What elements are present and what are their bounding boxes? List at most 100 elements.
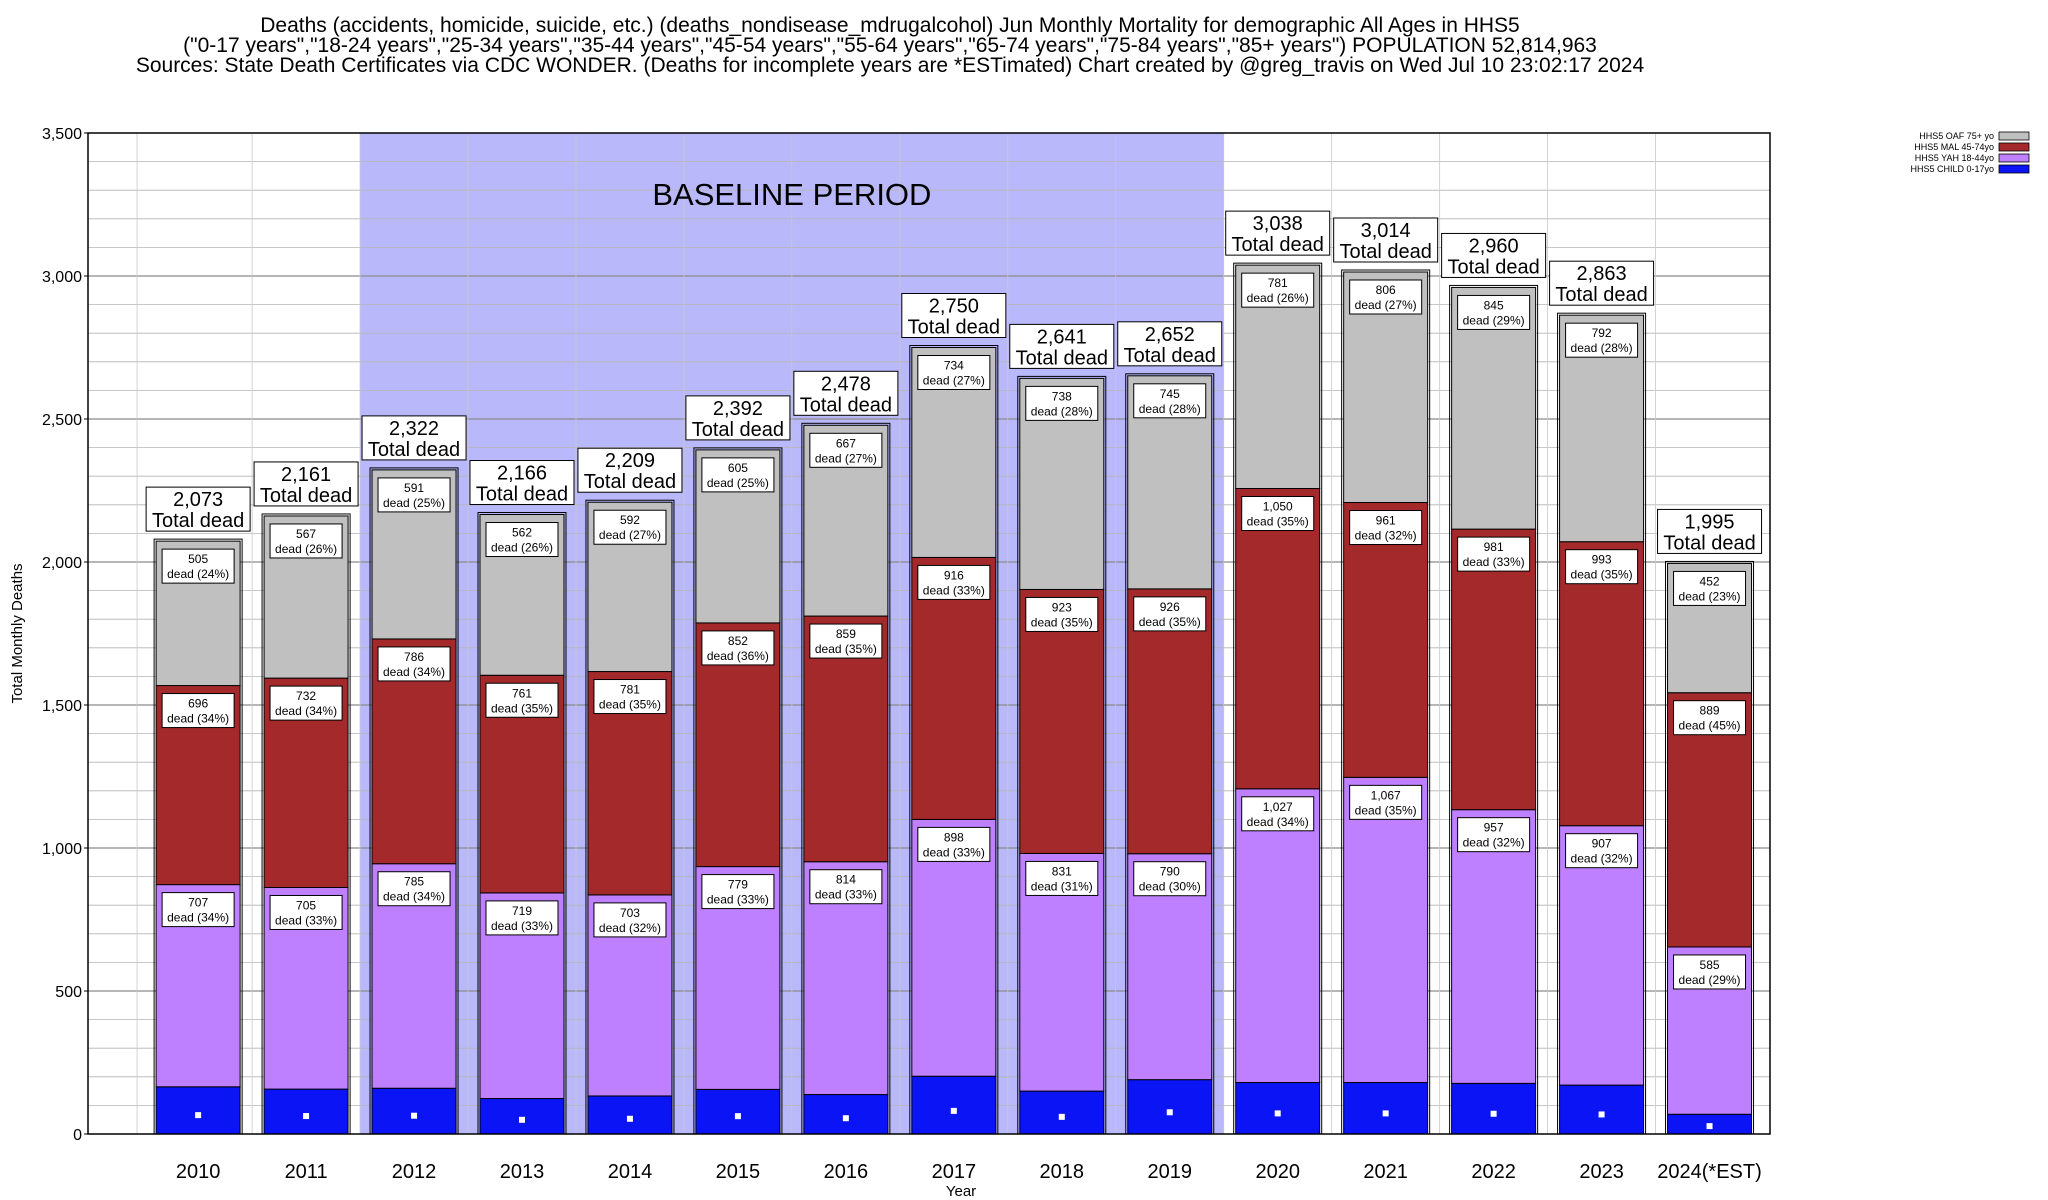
y-tick-label: 3,500 bbox=[42, 126, 82, 143]
segment-label-percent: dead (33%) bbox=[707, 893, 769, 907]
x-tick-label: 2011 bbox=[285, 1161, 328, 1183]
segment-label-box bbox=[1457, 817, 1531, 853]
y-tick-label: 500 bbox=[55, 984, 82, 1001]
x-tick-label: 2020 bbox=[1255, 1161, 1300, 1183]
total-label-box bbox=[361, 415, 467, 461]
x-tick-label: 2015 bbox=[716, 1161, 761, 1183]
legend-swatch-oaf bbox=[1998, 131, 2030, 141]
total-label-caption: Total dead bbox=[1447, 256, 1539, 278]
total-label-value: 2,863 bbox=[1577, 263, 1627, 285]
total-label-value: 1,995 bbox=[1685, 511, 1735, 533]
bar-segment-child bbox=[1235, 1082, 1321, 1135]
total-label-caption: Total dead bbox=[152, 510, 244, 532]
segment-label-percent: dead (34%) bbox=[167, 712, 229, 726]
segment-label-box bbox=[809, 869, 883, 905]
segment-label-percent: dead (35%) bbox=[815, 642, 877, 656]
segment-label-percent: dead (33%) bbox=[923, 845, 985, 859]
segment-label-percent: dead (35%) bbox=[1355, 803, 1417, 817]
segment-label-value: 785 bbox=[404, 875, 424, 889]
bar-segment-child bbox=[371, 1087, 457, 1135]
segment-label-value: 1,027 bbox=[1263, 800, 1293, 814]
segment-label-percent: dead (35%) bbox=[599, 698, 661, 712]
segment-label-percent: dead (33%) bbox=[1463, 555, 1525, 569]
segment-label-value: 734 bbox=[944, 359, 964, 373]
y-axis-label: Total Monthly Deaths bbox=[9, 563, 26, 703]
segment-label-box bbox=[1241, 495, 1315, 531]
segment-label-percent: dead (27%) bbox=[1355, 298, 1417, 312]
child-segment-marker bbox=[842, 1115, 849, 1122]
bar-segment-yah bbox=[1235, 788, 1321, 1084]
x-tick-label: 2023 bbox=[1579, 1161, 1624, 1183]
segment-label-box bbox=[1133, 596, 1207, 632]
segment-label-value: 703 bbox=[620, 906, 640, 920]
total-label-caption: Total dead bbox=[1016, 347, 1108, 369]
segment-label-box bbox=[1673, 570, 1747, 606]
y-tick-label: 0 bbox=[73, 1127, 82, 1144]
y-tick-label: 2,000 bbox=[42, 555, 82, 572]
bar-segment-yah bbox=[1451, 809, 1537, 1084]
total-label-value: 2,641 bbox=[1037, 326, 1087, 348]
total-label-box bbox=[253, 461, 359, 507]
segment-label-value: 705 bbox=[296, 898, 316, 912]
bar-segment-mal bbox=[1235, 487, 1321, 790]
segment-label-box bbox=[593, 902, 667, 938]
segment-label-percent: dead (35%) bbox=[491, 701, 553, 715]
segment-label-percent: dead (36%) bbox=[707, 649, 769, 663]
legend-label: HHS5 CHILD 0-17yo bbox=[1910, 164, 1994, 174]
segment-label-box bbox=[269, 523, 343, 559]
child-segment-marker bbox=[195, 1112, 202, 1119]
x-tick-label: 2013 bbox=[500, 1161, 545, 1183]
total-label-caption: Total dead bbox=[800, 394, 892, 416]
segment-label-percent: dead (25%) bbox=[707, 476, 769, 490]
segment-label-percent: dead (26%) bbox=[491, 541, 553, 555]
child-segment-marker bbox=[1490, 1110, 1497, 1117]
total-label-caption: Total dead bbox=[584, 471, 676, 493]
segment-label-box bbox=[917, 826, 991, 862]
segment-label-value: 781 bbox=[1268, 276, 1288, 290]
segment-label-box bbox=[593, 509, 667, 545]
segment-label-box bbox=[1565, 549, 1639, 585]
segment-label-box bbox=[809, 432, 883, 468]
legend-swatch-child bbox=[1998, 164, 2030, 174]
segment-label-percent: dead (29%) bbox=[1463, 313, 1525, 327]
segment-label-percent: dead (34%) bbox=[383, 890, 445, 904]
segment-label-value: 567 bbox=[296, 527, 316, 541]
segment-label-box bbox=[1025, 385, 1099, 421]
segment-label-box bbox=[1241, 796, 1315, 832]
x-tick-label: 2016 bbox=[824, 1161, 869, 1183]
segment-label-box bbox=[701, 630, 775, 666]
bar-segment-child bbox=[155, 1086, 241, 1135]
total-label-value: 2,166 bbox=[497, 463, 547, 485]
x-tick-label: 2024(*EST) bbox=[1657, 1161, 1762, 1183]
total-label-value: 3,038 bbox=[1253, 213, 1303, 235]
chart-title-line-1: Deaths (accidents, homicide, suicide, et… bbox=[260, 14, 1520, 37]
total-label-box bbox=[1225, 210, 1331, 256]
bar-segment-child bbox=[1451, 1082, 1537, 1135]
segment-label-percent: dead (35%) bbox=[1247, 514, 1309, 528]
chart-title-line-2: ("0-17 years","18-24 years","25-34 years… bbox=[183, 34, 1597, 57]
segment-label-percent: dead (32%) bbox=[1463, 836, 1525, 850]
segment-label-box bbox=[377, 477, 451, 513]
child-segment-marker bbox=[518, 1116, 525, 1123]
total-label-value: 2,652 bbox=[1145, 324, 1195, 346]
child-segment-marker bbox=[950, 1107, 957, 1114]
child-segment-marker bbox=[1274, 1110, 1281, 1117]
bar-segment-child bbox=[479, 1098, 565, 1135]
bar-segment-mal bbox=[1559, 541, 1645, 827]
bar-segment-child bbox=[1127, 1079, 1213, 1135]
segment-label-percent: dead (23%) bbox=[1679, 589, 1741, 603]
segment-label-value: 981 bbox=[1484, 540, 1504, 554]
segment-label-box bbox=[917, 564, 991, 600]
segment-label-percent: dead (34%) bbox=[1247, 815, 1309, 829]
bar-segment-child bbox=[1019, 1090, 1105, 1135]
segment-label-percent: dead (34%) bbox=[275, 704, 337, 718]
segment-label-box bbox=[809, 623, 883, 659]
segment-label-box bbox=[161, 548, 235, 584]
chart-title-line-3: Sources: State Death Certificates via CD… bbox=[135, 54, 1645, 77]
child-segment-marker bbox=[1706, 1123, 1713, 1130]
total-label-caption: Total dead bbox=[260, 485, 352, 507]
x-tick-label: 2010 bbox=[176, 1161, 221, 1183]
segment-label-value: 719 bbox=[512, 904, 532, 918]
total-label-caption: Total dead bbox=[1663, 532, 1755, 554]
segment-label-value: 916 bbox=[944, 568, 964, 582]
